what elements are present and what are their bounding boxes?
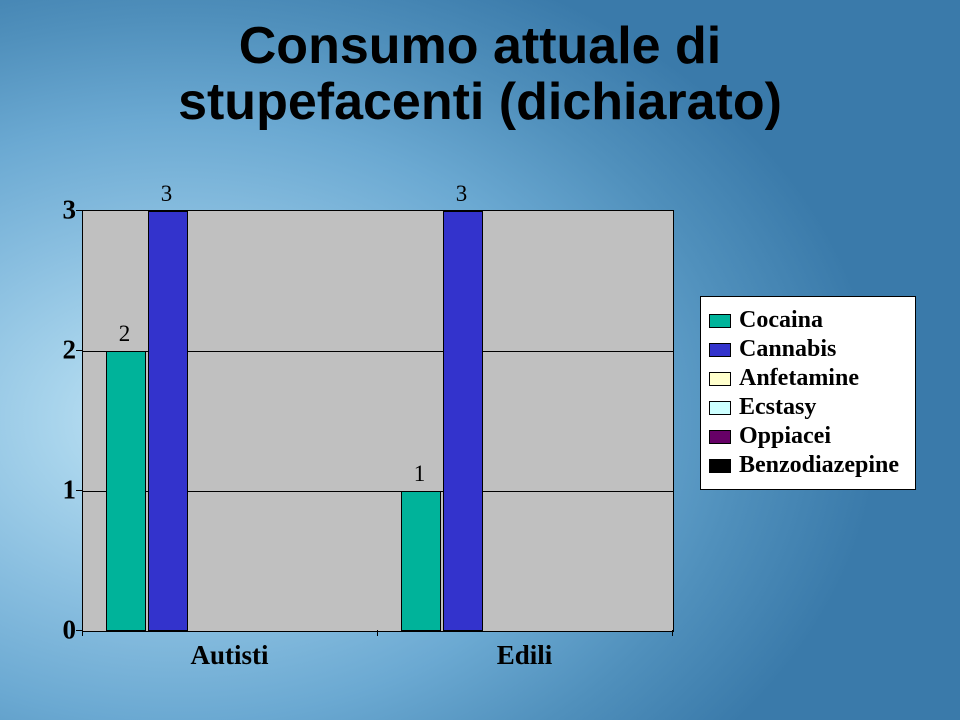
legend-item: Benzodiazepine (709, 452, 899, 479)
legend-label: Cocaina (739, 307, 823, 334)
bar (148, 211, 188, 631)
y-tick-mark (76, 490, 82, 491)
x-axis-label: Edili (377, 640, 672, 671)
legend-label: Ecstasy (739, 394, 816, 421)
chart-title: Consumo attuale di stupefacenti (dichiar… (0, 18, 960, 130)
legend-swatch (709, 401, 731, 415)
x-tick-mark (377, 630, 378, 636)
bar-value-label: 3 (442, 181, 482, 207)
legend-item: Oppiacei (709, 423, 899, 450)
title-line-1: Consumo attuale di (239, 17, 721, 75)
legend-item: Anfetamine (709, 365, 899, 392)
legend-label: Oppiacei (739, 423, 831, 450)
x-axis-label: Autisti (82, 640, 377, 671)
bar-chart: CocainaCannabisAnfetamineEcstasyOppiacei… (40, 210, 920, 690)
y-tick-label: 0 (46, 615, 76, 646)
legend-swatch (709, 314, 731, 328)
bar (443, 211, 483, 631)
bar-value-label: 1 (400, 461, 440, 487)
legend-label: Cannabis (739, 336, 836, 363)
plot-area (82, 210, 674, 632)
bar-value-label: 3 (147, 181, 187, 207)
y-tick-mark (76, 350, 82, 351)
title-line-2: stupefacenti (dichiarato) (178, 73, 782, 131)
y-tick-mark (76, 210, 82, 211)
bar-value-label: 2 (105, 321, 145, 347)
x-tick-mark (82, 630, 83, 636)
legend-label: Benzodiazepine (739, 452, 899, 479)
legend-swatch (709, 343, 731, 357)
legend-swatch (709, 372, 731, 386)
legend-label: Anfetamine (739, 365, 859, 392)
bar (106, 351, 146, 631)
legend-item: Cocaina (709, 307, 899, 334)
legend: CocainaCannabisAnfetamineEcstasyOppiacei… (700, 296, 916, 490)
y-tick-label: 1 (46, 475, 76, 506)
legend-item: Ecstasy (709, 394, 899, 421)
legend-item: Cannabis (709, 336, 899, 363)
bar (401, 491, 441, 631)
x-tick-mark (672, 630, 673, 636)
y-tick-label: 2 (46, 335, 76, 366)
legend-swatch (709, 459, 731, 473)
y-tick-label: 3 (46, 195, 76, 226)
legend-swatch (709, 430, 731, 444)
